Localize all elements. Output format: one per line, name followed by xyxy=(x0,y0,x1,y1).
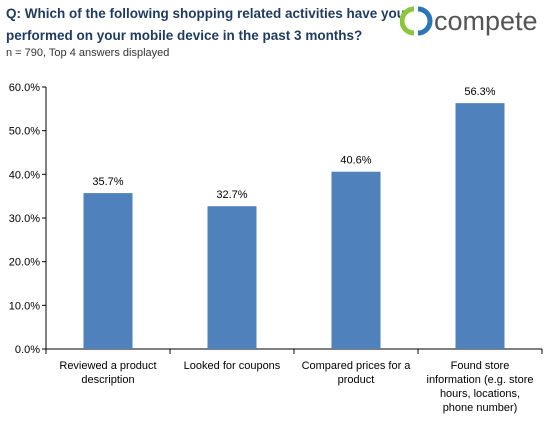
category-label-line: product xyxy=(338,374,375,386)
y-tick-label: 0.0% xyxy=(15,344,40,356)
category-label-line: Found store xyxy=(451,360,510,372)
logo-arc-green xyxy=(400,6,415,36)
chart-title: Q: Which of the following shopping relat… xyxy=(6,6,406,43)
data-label: 40.6% xyxy=(340,155,371,167)
chart-labels: 35.7% Reviewed a product description 32.7% L… xyxy=(59,86,533,414)
y-tick-label: 30.0% xyxy=(9,213,40,225)
y-tick-label: 20.0% xyxy=(9,257,40,269)
category-label: Compared prices for a product xyxy=(302,360,412,386)
category-label: Looked for coupons xyxy=(184,360,281,372)
compete-logo: compete xyxy=(400,6,538,36)
category-label: Found store information (e.g. store hours,… xyxy=(427,360,534,414)
category-label-line: Reviewed a product xyxy=(59,360,156,372)
category-label-line: phone number) xyxy=(443,402,518,414)
category-label-line: description xyxy=(81,374,134,386)
bar xyxy=(455,103,505,349)
bar xyxy=(207,206,257,349)
data-label: 32.7% xyxy=(216,189,247,201)
category-label: Reviewed a product description xyxy=(59,360,156,386)
y-tick-label: 50.0% xyxy=(9,126,40,138)
data-label: 35.7% xyxy=(92,176,123,188)
logo-wordmark: compete xyxy=(434,6,538,36)
category-label-line: hours, locations, xyxy=(440,388,520,400)
category-label-line: Looked for coupons xyxy=(184,360,281,372)
y-tick-label: 40.0% xyxy=(9,169,40,181)
data-label: 56.3% xyxy=(464,86,495,98)
bar xyxy=(83,193,133,349)
y-tick-label: 10.0% xyxy=(9,300,40,312)
chart-bars xyxy=(83,103,505,349)
category-label-line: information (e.g. store xyxy=(427,374,534,386)
chart-subtitle: n = 790, Top 4 answers displayed xyxy=(6,47,170,59)
category-label-line: Compared prices for a xyxy=(302,360,412,372)
y-tick-label: 60.0% xyxy=(9,82,40,94)
bar xyxy=(331,171,381,349)
compete-logo-icon xyxy=(400,6,433,36)
logo-arc-blue xyxy=(417,6,433,36)
